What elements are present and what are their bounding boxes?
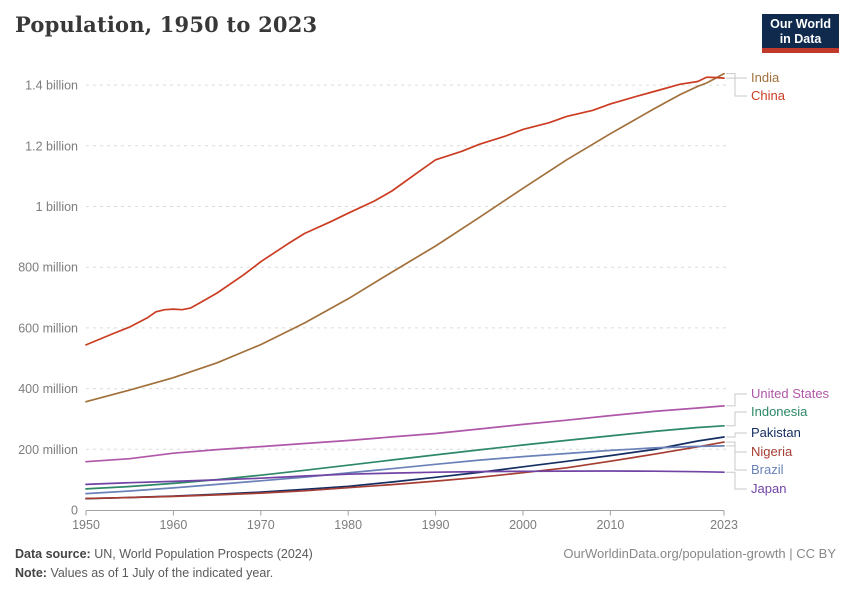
y-tick-label: 1 billion: [36, 200, 78, 214]
owid-logo-line2: in Data: [779, 31, 822, 46]
x-tick-label: 2010: [596, 518, 624, 532]
footer-link[interactable]: OurWorldinData.org/population-growth | C…: [563, 546, 836, 561]
y-tick-label: 200 million: [18, 443, 78, 457]
page-title: Population, 1950 to 2023: [15, 12, 318, 37]
series-line-japan[interactable]: [85, 470, 725, 486]
series-line-china[interactable]: [85, 76, 725, 346]
x-tick-label: 1980: [334, 518, 362, 532]
legend-connector: [726, 432, 747, 438]
x-tick-label: 1970: [247, 518, 275, 532]
data-source-text: UN, World Population Prospects (2024): [94, 547, 313, 561]
legend-label-pakistan[interactable]: Pakistan: [751, 425, 801, 440]
legend-connector: [726, 471, 747, 490]
legend-label-india[interactable]: India: [751, 70, 780, 85]
x-tick-label: 1960: [159, 518, 187, 532]
series-line-united-states[interactable]: [85, 405, 725, 463]
legend-connector: [726, 73, 747, 79]
note-label: Note:: [15, 566, 47, 580]
series-line-nigeria[interactable]: [85, 441, 725, 500]
legend-connector: [726, 393, 747, 407]
data-source-label: Data source:: [15, 547, 91, 561]
y-tick-label: 800 million: [18, 261, 78, 275]
note-line: Note: Values as of 1 July of the indicat…: [15, 564, 313, 583]
legend-connector: [726, 77, 747, 97]
legend-label-united-states[interactable]: United States: [751, 386, 830, 401]
legend-connector: [726, 441, 747, 453]
y-tick-label: 400 million: [18, 382, 78, 396]
note-text: Values as of 1 July of the indicated yea…: [50, 566, 274, 580]
owid-logo[interactable]: Our World in Data: [762, 14, 839, 53]
x-tick-label: 2023: [710, 518, 738, 532]
legend-label-indonesia[interactable]: Indonesia: [751, 404, 808, 419]
x-tick-label: 1990: [422, 518, 450, 532]
x-tick-label: 2000: [509, 518, 537, 532]
series-line-brazil[interactable]: [85, 445, 725, 495]
y-tick-label: 1.2 billion: [25, 139, 78, 153]
data-source-line: Data source: UN, World Population Prospe…: [15, 545, 313, 564]
legend-connector: [726, 445, 747, 471]
legend-label-china[interactable]: China: [751, 88, 785, 103]
owid-logo-line1: Our World: [770, 17, 831, 31]
legend-label-nigeria[interactable]: Nigeria: [751, 444, 793, 459]
y-tick-label: 600 million: [18, 321, 78, 335]
legend-label-japan[interactable]: Japan: [751, 481, 787, 496]
footer-notes: Data source: UN, World Population Prospe…: [15, 545, 313, 583]
x-tick-label: 1950: [72, 518, 100, 532]
y-tick-label: 0: [71, 504, 78, 518]
legend-connector: [726, 411, 747, 427]
legend-label-brazil[interactable]: Brazil: [751, 462, 784, 477]
line-chart-canvas: 0 200 million 400 million 600 million 800 mi…: [18, 72, 747, 532]
series-line-india[interactable]: [85, 72, 725, 403]
y-tick-label: 1.4 billion: [25, 79, 78, 93]
